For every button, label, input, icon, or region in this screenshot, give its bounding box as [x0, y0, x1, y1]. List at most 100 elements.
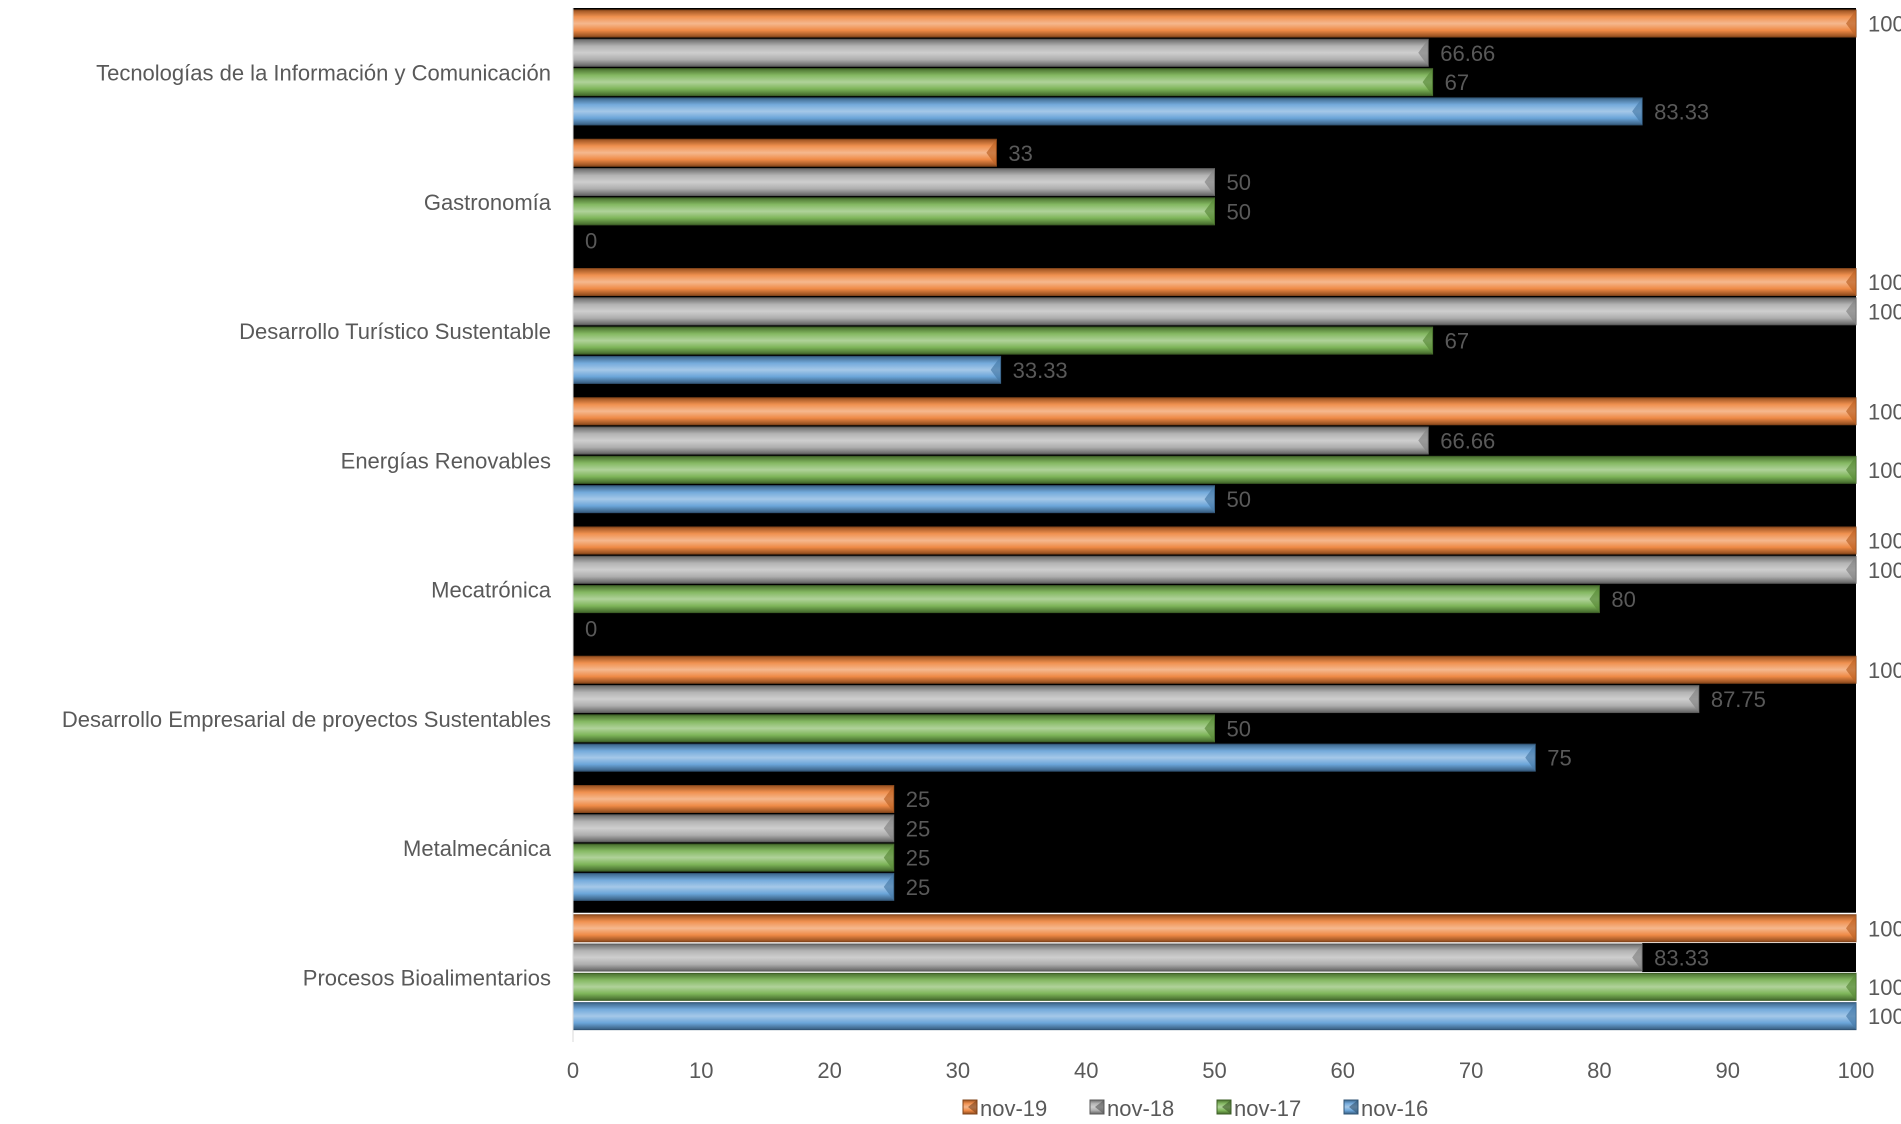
- bar-cap-nov-17-tecnologias-de-la-informacion-y-comunicacion: [1422, 68, 1433, 96]
- legend-swatch-cap-nov-17: [1222, 1100, 1231, 1114]
- bar-nov-18-mecatronica: [572, 555, 1857, 584]
- category-label-mecatronica: Mecatrónica: [431, 578, 552, 603]
- legend-swatch-cap-nov-16: [1349, 1100, 1358, 1114]
- x-tick-label-0: 0: [567, 1058, 579, 1083]
- data-label-nov-19-tecnologias-de-la-informacion-y-comunicacion: 100: [1868, 12, 1901, 37]
- data-label-nov-18-mecatronica: 100: [1868, 558, 1901, 583]
- bar-cap-nov-16-procesos-bioalimentarios: [1846, 1002, 1856, 1030]
- bar-cap-nov-19-energias-renovables: [1846, 397, 1856, 425]
- data-label-nov-19-desarrollo-empresarial-de-proyectos-sustentables: 100: [1868, 658, 1901, 683]
- legend: nov-19 nov-18 nov-17 nov-16: [962, 1096, 1428, 1121]
- bar-nov-19-gastronomia: [572, 138, 997, 167]
- bar-cap-nov-18-metalmecanica: [883, 814, 894, 842]
- data-label-nov-18-procesos-bioalimentarios: 83.33: [1654, 946, 1709, 971]
- data-label-nov-19-metalmecanica: 25: [906, 787, 930, 812]
- data-label-nov-18-metalmecanica: 25: [906, 816, 930, 841]
- bar-nov-16-metalmecanica: [572, 872, 895, 901]
- category-label-desarrollo-turistico-sustentable: Desarrollo Turístico Sustentable: [239, 319, 551, 344]
- x-tick-label-50: 50: [1202, 1058, 1226, 1083]
- x-tick-label-90: 90: [1715, 1058, 1739, 1083]
- bar-cap-nov-16-metalmecanica: [883, 873, 894, 901]
- legend-label-nov-18: nov-18: [1107, 1096, 1174, 1121]
- x-tick-label-30: 30: [946, 1058, 970, 1083]
- bar-cap-nov-18-gastronomia: [1204, 168, 1215, 196]
- data-label-nov-17-procesos-bioalimentarios: 100: [1868, 975, 1901, 1000]
- data-label-nov-16-gastronomia: 0: [585, 229, 597, 254]
- bar-nov-18-desarrollo-empresarial-de-proyectos-sustentables: [572, 685, 1700, 714]
- bar-nov-17-energias-renovables: [572, 455, 1857, 484]
- bar-cap-nov-17-mecatronica: [1589, 585, 1600, 613]
- bar-nov-19-desarrollo-empresarial-de-proyectos-sustentables: [572, 655, 1857, 684]
- bar-nov-18-desarrollo-turistico-sustentable: [572, 297, 1857, 326]
- x-tick-label-100: 100: [1838, 1058, 1875, 1083]
- legend-item-nov-17: nov-17: [1216, 1096, 1301, 1121]
- data-label-nov-19-procesos-bioalimentarios: 100: [1868, 916, 1901, 941]
- bar-nov-19-desarrollo-turistico-sustentable: [572, 268, 1857, 296]
- bar-nov-19-mecatronica: [572, 526, 1857, 555]
- data-label-nov-17-desarrollo-empresarial-de-proyectos-sustentables: 50: [1227, 716, 1251, 741]
- bar-cap-nov-19-gastronomia: [986, 139, 997, 167]
- data-label-nov-19-mecatronica: 100: [1868, 529, 1901, 554]
- data-label-nov-18-gastronomia: 50: [1227, 170, 1251, 195]
- bar-nov-17-mecatronica: [572, 585, 1600, 614]
- data-label-nov-19-energias-renovables: 100: [1868, 399, 1901, 424]
- x-tick-label-70: 70: [1459, 1058, 1483, 1083]
- bar-cap-nov-18-procesos-bioalimentarios: [1632, 944, 1643, 972]
- bar-cap-nov-16-desarrollo-turistico-sustentable: [990, 356, 1001, 384]
- bar-nov-17-tecnologias-de-la-informacion-y-comunicacion: [572, 68, 1434, 97]
- legend-item-nov-18: nov-18: [1089, 1096, 1174, 1121]
- data-label-nov-17-gastronomia: 50: [1227, 199, 1251, 224]
- bar-nov-18-metalmecanica: [572, 814, 895, 843]
- x-tick-label-80: 80: [1587, 1058, 1611, 1083]
- bar-cap-nov-17-desarrollo-turistico-sustentable: [1422, 327, 1433, 355]
- data-label-nov-17-tecnologias-de-la-informacion-y-comunicacion: 67: [1445, 70, 1469, 95]
- bar-nov-16-desarrollo-empresarial-de-proyectos-sustentables: [572, 743, 1536, 772]
- bar-cap-nov-17-procesos-bioalimentarios: [1846, 973, 1856, 1001]
- bar-cap-nov-18-energias-renovables: [1418, 427, 1429, 455]
- bar-cap-nov-17-gastronomia: [1204, 197, 1215, 225]
- data-label-nov-18-tecnologias-de-la-informacion-y-comunicacion: 66.66: [1440, 41, 1495, 66]
- bar-nov-16-energias-renovables: [572, 485, 1215, 514]
- data-label-nov-19-desarrollo-turistico-sustentable: 100: [1868, 270, 1901, 295]
- bar-cap-nov-19-mecatronica: [1846, 527, 1856, 554]
- data-label-nov-16-desarrollo-empresarial-de-proyectos-sustentables: 75: [1547, 746, 1571, 771]
- bar-cap-nov-18-tecnologias-de-la-informacion-y-comunicacion: [1418, 39, 1429, 67]
- bar-cap-nov-19-desarrollo-empresarial-de-proyectos-sustentables: [1846, 656, 1856, 684]
- bar-nov-19-metalmecanica: [572, 785, 895, 813]
- bar-cap-nov-16-tecnologias-de-la-informacion-y-comunicacion: [1632, 97, 1643, 125]
- bar-cap-nov-17-metalmecanica: [883, 844, 894, 872]
- category-label-gastronomia: Gastronomía: [424, 190, 552, 215]
- bar-nov-18-energias-renovables: [572, 426, 1429, 455]
- x-tick-label-20: 20: [817, 1058, 841, 1083]
- data-label-nov-17-metalmecanica: 25: [906, 846, 930, 871]
- legend-label-nov-17: nov-17: [1234, 1096, 1301, 1121]
- bar-cap-nov-19-tecnologias-de-la-informacion-y-comunicacion: [1846, 10, 1856, 37]
- data-label-nov-17-mecatronica: 80: [1611, 587, 1635, 612]
- bar-cap-nov-16-desarrollo-empresarial-de-proyectos-sustentables: [1525, 744, 1536, 772]
- bar-cap-nov-18-desarrollo-turistico-sustentable: [1846, 297, 1856, 325]
- category-label-procesos-bioalimentarios: Procesos Bioalimentarios: [303, 965, 551, 990]
- legend-swatch-cap-nov-18: [1095, 1100, 1104, 1114]
- bar-background: [1642, 943, 1856, 973]
- legend-item-nov-16: nov-16: [1343, 1096, 1428, 1121]
- data-label-nov-16-tecnologias-de-la-informacion-y-comunicacion: 83.33: [1654, 99, 1709, 124]
- data-label-nov-17-energias-renovables: 100: [1868, 458, 1901, 483]
- bar-nov-18-procesos-bioalimentarios: [572, 943, 1643, 972]
- bar-nov-17-desarrollo-empresarial-de-proyectos-sustentables: [572, 714, 1215, 743]
- data-label-nov-17-desarrollo-turistico-sustentable: 67: [1445, 329, 1469, 354]
- bars-group: [572, 9, 1857, 1031]
- bar-cap-nov-19-metalmecanica: [883, 785, 894, 813]
- data-label-nov-16-procesos-bioalimentarios: 100: [1868, 1004, 1901, 1029]
- value-axis: 0 10 20 30 40 50 60 70 80 90 100: [567, 1058, 1874, 1083]
- data-label-nov-16-energias-renovables: 50: [1227, 487, 1251, 512]
- bar-cap-nov-17-energias-renovables: [1846, 456, 1856, 484]
- category-label-tecnologias-de-la-informacion-y-comunicacion: Tecnologías de la Información y Comunica…: [96, 61, 551, 86]
- bar-cap-nov-19-desarrollo-turistico-sustentable: [1846, 268, 1856, 296]
- x-tick-label-40: 40: [1074, 1058, 1098, 1083]
- legend-swatch-cap-nov-19: [968, 1100, 977, 1114]
- category-label-desarrollo-empresarial-de-proyectos-sustentables: Desarrollo Empresarial de proyectos Sust…: [62, 707, 551, 732]
- bar-nov-18-gastronomia: [572, 168, 1215, 197]
- bar-cap-nov-18-mecatronica: [1846, 556, 1856, 584]
- data-label-nov-16-desarrollo-turistico-sustentable: 33.33: [1013, 358, 1068, 383]
